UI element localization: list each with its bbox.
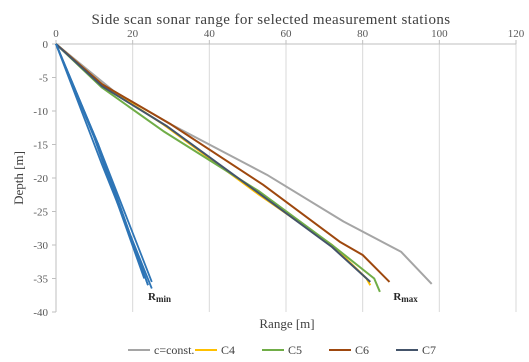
legend: c=const. C4 C5 C6 C7: [128, 343, 436, 357]
x-tick-label: 100: [431, 28, 448, 40]
series-line-c=const.: [55, 43, 433, 285]
x-tick-label: 20: [127, 28, 139, 40]
y-tick-label: -5: [39, 73, 49, 85]
legend-label-C7: C7: [422, 343, 436, 357]
y-tick-label: -10: [33, 106, 48, 118]
series-line-C7: [55, 43, 371, 283]
x-tick-label: 40: [204, 28, 216, 40]
chart-title: Side scan sonar range for selected measu…: [92, 12, 451, 28]
y-tick-label: -40: [33, 307, 48, 319]
annotation-rmin: Rmin: [148, 291, 171, 304]
y-tick-label: -35: [33, 274, 48, 286]
x-tick-label: 120: [508, 28, 525, 40]
grid: [132, 44, 517, 312]
y-tick-label: 0: [43, 39, 49, 51]
x-tick-label: 80: [357, 28, 369, 40]
legend-label-C4: C4: [221, 343, 235, 357]
plot-area: [55, 43, 433, 293]
y-tick-label: -25: [33, 207, 48, 219]
legend-label-C6: C6: [355, 343, 369, 357]
x-tick-label: 60: [281, 28, 293, 40]
y-axis-title: Depth [m]: [11, 151, 26, 205]
x-axis-title: Range [m]: [259, 316, 314, 331]
annotations: Rmin Rmax: [148, 291, 418, 304]
rmin-line-C7: [55, 43, 149, 286]
y-tick-label: -20: [33, 173, 48, 185]
series-line-C6: [55, 43, 391, 283]
x-tick-label: 0: [53, 28, 59, 40]
series-line-C5: [55, 43, 381, 293]
axes: [52, 40, 517, 313]
y-tick-label: -15: [33, 140, 48, 152]
legend-label-C5: C5: [288, 343, 302, 357]
tick-labels: 0 20 40 60 80 100 120 0 -5 -10 -15 -20 -25 -30 -35 -40: [33, 28, 524, 319]
legend-label-c=const.: c=const.: [154, 343, 194, 357]
annotation-rmax: Rmax: [393, 291, 418, 304]
y-tick-label: -30: [33, 240, 48, 252]
